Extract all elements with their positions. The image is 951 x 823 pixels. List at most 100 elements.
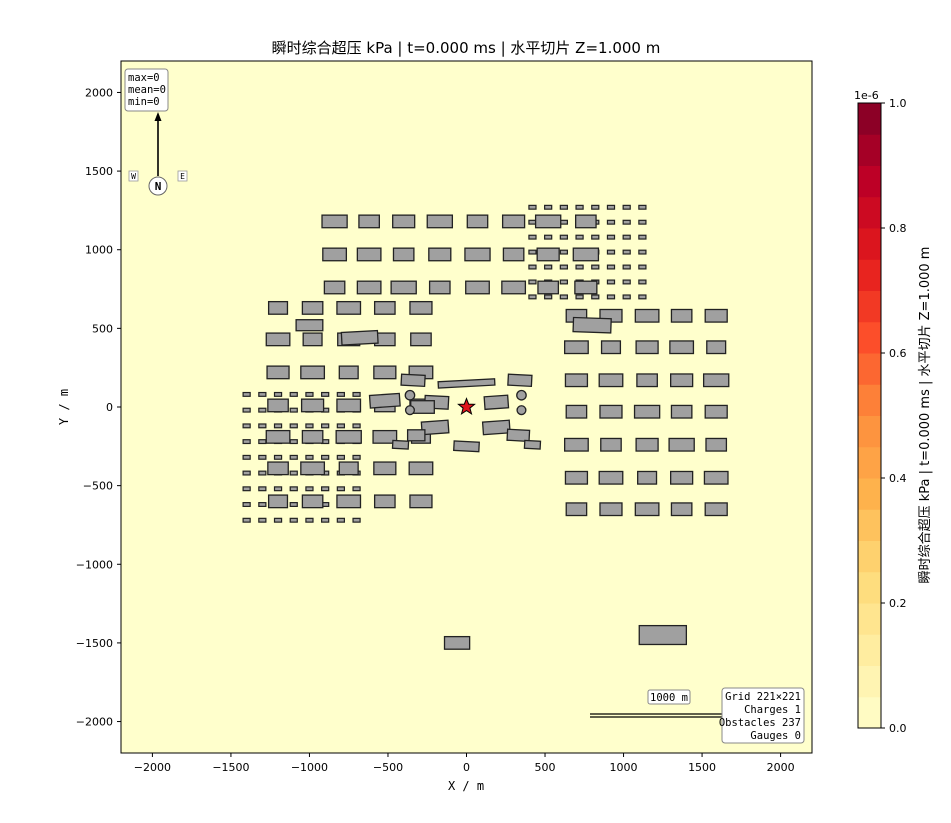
colorbar-bands — [858, 103, 881, 729]
building-obstacle — [295, 319, 324, 332]
small-obstacle — [638, 204, 647, 210]
x-tick-label: 1000 — [610, 761, 638, 774]
x-axis-label: X / m — [448, 779, 484, 793]
small-obstacle — [544, 294, 553, 300]
building-obstacle — [670, 502, 693, 517]
small-obstacle — [242, 502, 251, 507]
colorbar-band — [858, 321, 881, 354]
small-obstacle — [622, 204, 631, 210]
y-tick-label: 500 — [92, 322, 113, 335]
building-obstacle — [572, 247, 600, 262]
building-obstacle — [564, 470, 589, 485]
x-axis-ticks: −2000 −1500 −1000 −500 0 500 1000 1500 2000 — [134, 753, 795, 774]
building-obstacle — [373, 365, 397, 380]
small-obstacle — [258, 391, 267, 397]
x-tick-label: −1500 — [212, 761, 249, 774]
y-tick-label: 1500 — [85, 165, 113, 178]
chart-title: 瞬时综合超压 kPa | t=0.000 ms | 水平切片 Z=1.000 m — [272, 39, 661, 57]
building-obstacle — [702, 373, 730, 388]
compass-north-label: N — [155, 180, 162, 193]
small-obstacle — [559, 249, 569, 255]
building-obstacle — [501, 214, 526, 229]
small-obstacle — [622, 294, 631, 300]
building-obstacle — [536, 247, 560, 262]
small-obstacle — [336, 423, 345, 429]
info-grid: Grid 221×221 — [725, 691, 801, 703]
small-obstacle — [273, 391, 283, 397]
small-obstacle — [559, 279, 569, 285]
building-obstacle — [574, 214, 597, 229]
small-obstacle — [638, 264, 647, 270]
small-obstacle — [352, 391, 361, 397]
small-obstacle — [352, 423, 361, 429]
y-tick-label: 2000 — [85, 86, 113, 99]
small-obstacle — [305, 391, 314, 397]
small-obstacle — [289, 517, 298, 523]
colorbar-band — [858, 696, 881, 729]
colorbar-band — [858, 603, 881, 635]
x-tick-label: 1500 — [688, 761, 716, 774]
building-obstacle — [301, 429, 324, 444]
obstacles-layer — [242, 204, 730, 650]
colorbar-band — [858, 134, 881, 166]
colorbar-band — [858, 446, 881, 479]
colorbar-tick-label: 0.4 — [889, 472, 907, 485]
small-obstacle — [336, 454, 345, 460]
small-obstacle — [528, 279, 537, 285]
building-obstacle — [392, 214, 416, 229]
small-obstacle — [242, 423, 251, 429]
building-obstacle — [267, 461, 289, 476]
building-obstacle — [564, 437, 589, 452]
small-obstacle — [352, 454, 361, 460]
small-obstacle — [591, 294, 600, 300]
small-obstacle — [289, 407, 298, 413]
small-obstacle — [321, 391, 330, 397]
cylinder-obstacle — [404, 389, 416, 401]
small-obstacle — [622, 264, 631, 270]
small-obstacle — [305, 517, 314, 523]
building-obstacle — [302, 332, 323, 347]
colorbar-band — [858, 196, 881, 229]
cylinder-obstacle — [516, 389, 527, 401]
small-obstacle — [273, 517, 283, 523]
y-tick-label: −1000 — [76, 558, 113, 571]
x-tick-label: −500 — [373, 761, 403, 774]
x-tick-label: −1000 — [291, 761, 328, 774]
building-obstacle — [565, 404, 588, 419]
building-obstacle — [669, 340, 695, 355]
building-obstacle — [465, 280, 490, 295]
building-obstacle — [437, 378, 496, 389]
small-obstacle — [242, 407, 251, 413]
building-obstacle — [634, 502, 660, 517]
small-obstacle — [273, 486, 283, 492]
y-axis-label: Y / m — [57, 389, 71, 425]
small-obstacle — [258, 407, 267, 413]
building-obstacle — [301, 494, 324, 509]
building-obstacle — [481, 419, 511, 436]
building-obstacle — [373, 494, 396, 509]
building-obstacle — [636, 373, 658, 388]
building-obstacle — [537, 280, 560, 295]
building-obstacle — [637, 470, 658, 485]
compass: N W E — [128, 112, 188, 196]
small-obstacle — [622, 249, 631, 255]
small-obstacle — [242, 517, 251, 523]
stats-mean: mean=0 — [128, 84, 166, 96]
y-tick-label: −1500 — [76, 637, 113, 650]
y-tick-label: −2000 — [76, 716, 113, 729]
small-obstacle — [638, 249, 647, 255]
colorbar-frame — [857, 102, 882, 729]
stats-max: max=0 — [128, 72, 160, 84]
small-obstacle — [606, 279, 616, 285]
building-obstacle — [321, 214, 348, 229]
building-obstacle — [670, 470, 694, 485]
building-obstacle — [300, 461, 326, 476]
small-obstacle — [305, 423, 314, 429]
colorbar-tick-label: 0.6 — [889, 347, 907, 360]
small-obstacle — [559, 234, 569, 240]
north-arrowhead-icon — [154, 112, 162, 121]
small-obstacle — [622, 279, 631, 285]
x-tick-label: −2000 — [134, 761, 171, 774]
x-tick-label: 0 — [463, 761, 470, 774]
